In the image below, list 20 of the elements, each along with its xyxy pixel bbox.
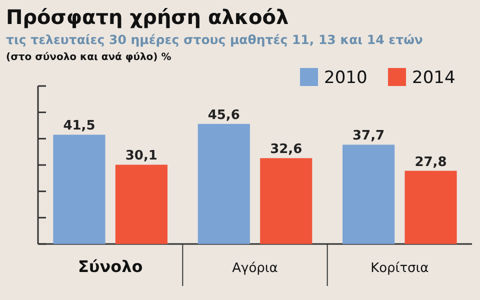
chart-title: Πρόσφατη χρήση αλκοόλ (6, 5, 290, 29)
legend-label: 2010 (324, 68, 368, 88)
bar (115, 164, 168, 244)
text: (στο σύνολο και ανά φύλο) % (6, 52, 172, 63)
chart-subtitle: τις τελευταίες 30 ημέρες στους μαθητές 11, 13 και 14 ετών (6, 32, 423, 47)
bar (198, 124, 250, 244)
data-label: 32,6 (270, 142, 302, 158)
bar (53, 134, 106, 244)
data-label: 45,6 (208, 108, 240, 123)
data-label: 41,5 (63, 118, 96, 134)
bar (342, 144, 395, 244)
legend-label: 2014 (412, 68, 456, 88)
x-tick-label: Αγόρια (232, 261, 278, 276)
data-label: 27,8 (414, 154, 447, 170)
data-label: 37,7 (352, 128, 385, 144)
x-tick-label: Σύνολο (78, 257, 143, 276)
bar (404, 170, 457, 244)
bar (260, 158, 312, 244)
x-tick-label: Κορίτσια (370, 261, 429, 276)
data-label: 30,1 (125, 148, 158, 164)
